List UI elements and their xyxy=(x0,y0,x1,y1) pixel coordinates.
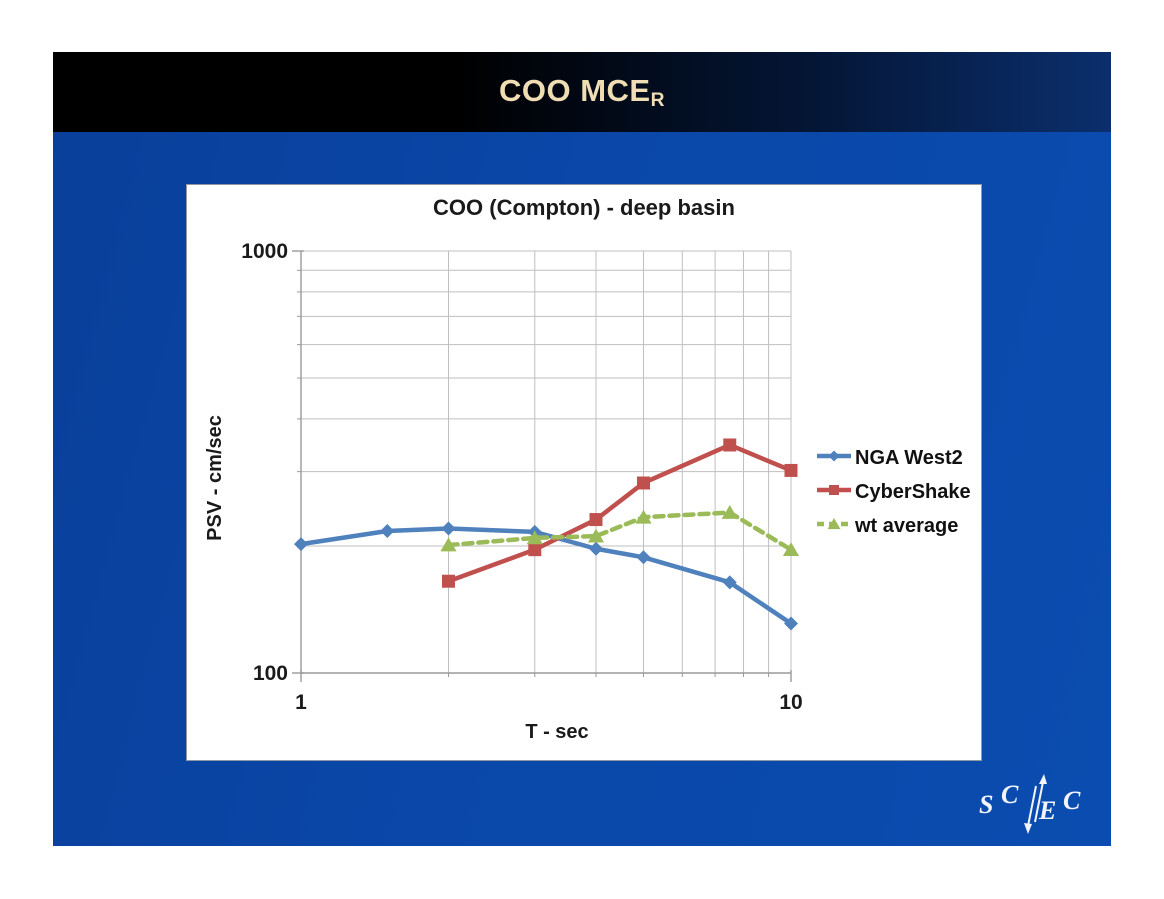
square-marker-icon xyxy=(817,482,851,503)
y-axis-title: PSV - cm/sec xyxy=(204,415,226,541)
series-cybershake xyxy=(442,438,798,588)
slide-title-subscript: R xyxy=(650,89,665,111)
axes xyxy=(292,250,792,682)
scec-letter-e: E xyxy=(1039,796,1057,825)
triangle-marker-icon xyxy=(817,516,851,537)
chart-title: COO (Compton) - deep basin xyxy=(433,195,735,220)
legend-item-cybershake: CyberShake xyxy=(817,479,971,505)
scec-fault-arrows-icon xyxy=(1024,774,1047,834)
x-tick-label: 10 xyxy=(779,691,802,714)
x-axis-title: T - sec xyxy=(525,721,589,743)
legend-label: CyberShake xyxy=(855,480,971,503)
x-tick-label: 1 xyxy=(295,691,307,714)
slide-title-text: COO MCE xyxy=(499,72,651,108)
scec-letter-s: S xyxy=(979,790,994,819)
legend-label: wt average xyxy=(855,514,959,537)
chart-canvas: 1 10 100 1000 xyxy=(241,240,802,714)
legend-item-nga-west2: NGA West2 xyxy=(817,445,971,471)
diamond-marker-icon xyxy=(817,448,851,469)
slide-header-band: COO MCER xyxy=(53,52,1111,132)
gridlines xyxy=(301,250,792,673)
legend-label: NGA West2 xyxy=(855,446,963,469)
legend: NGA West2 CyberShake wt average xyxy=(817,445,971,539)
scec-letter-c1: C xyxy=(1001,780,1019,809)
chart-container: 1 10 100 1000 COO (Compton) - deep basin T … xyxy=(186,184,982,761)
scec-logo: S C E C xyxy=(977,774,1092,836)
y-tick-label: 100 xyxy=(253,662,288,685)
tick-labels: 1 10 100 1000 xyxy=(241,240,802,714)
scec-letter-c2: C xyxy=(1063,786,1081,815)
series-wt-average xyxy=(440,505,800,557)
slide-title: COO MCER xyxy=(499,73,665,112)
legend-item-wt-average: wt average xyxy=(817,513,971,539)
y-tick-label: 1000 xyxy=(241,240,288,263)
slide: COO MCER 1 10 100 1000 COO (Compton) - deep… xyxy=(53,52,1111,846)
